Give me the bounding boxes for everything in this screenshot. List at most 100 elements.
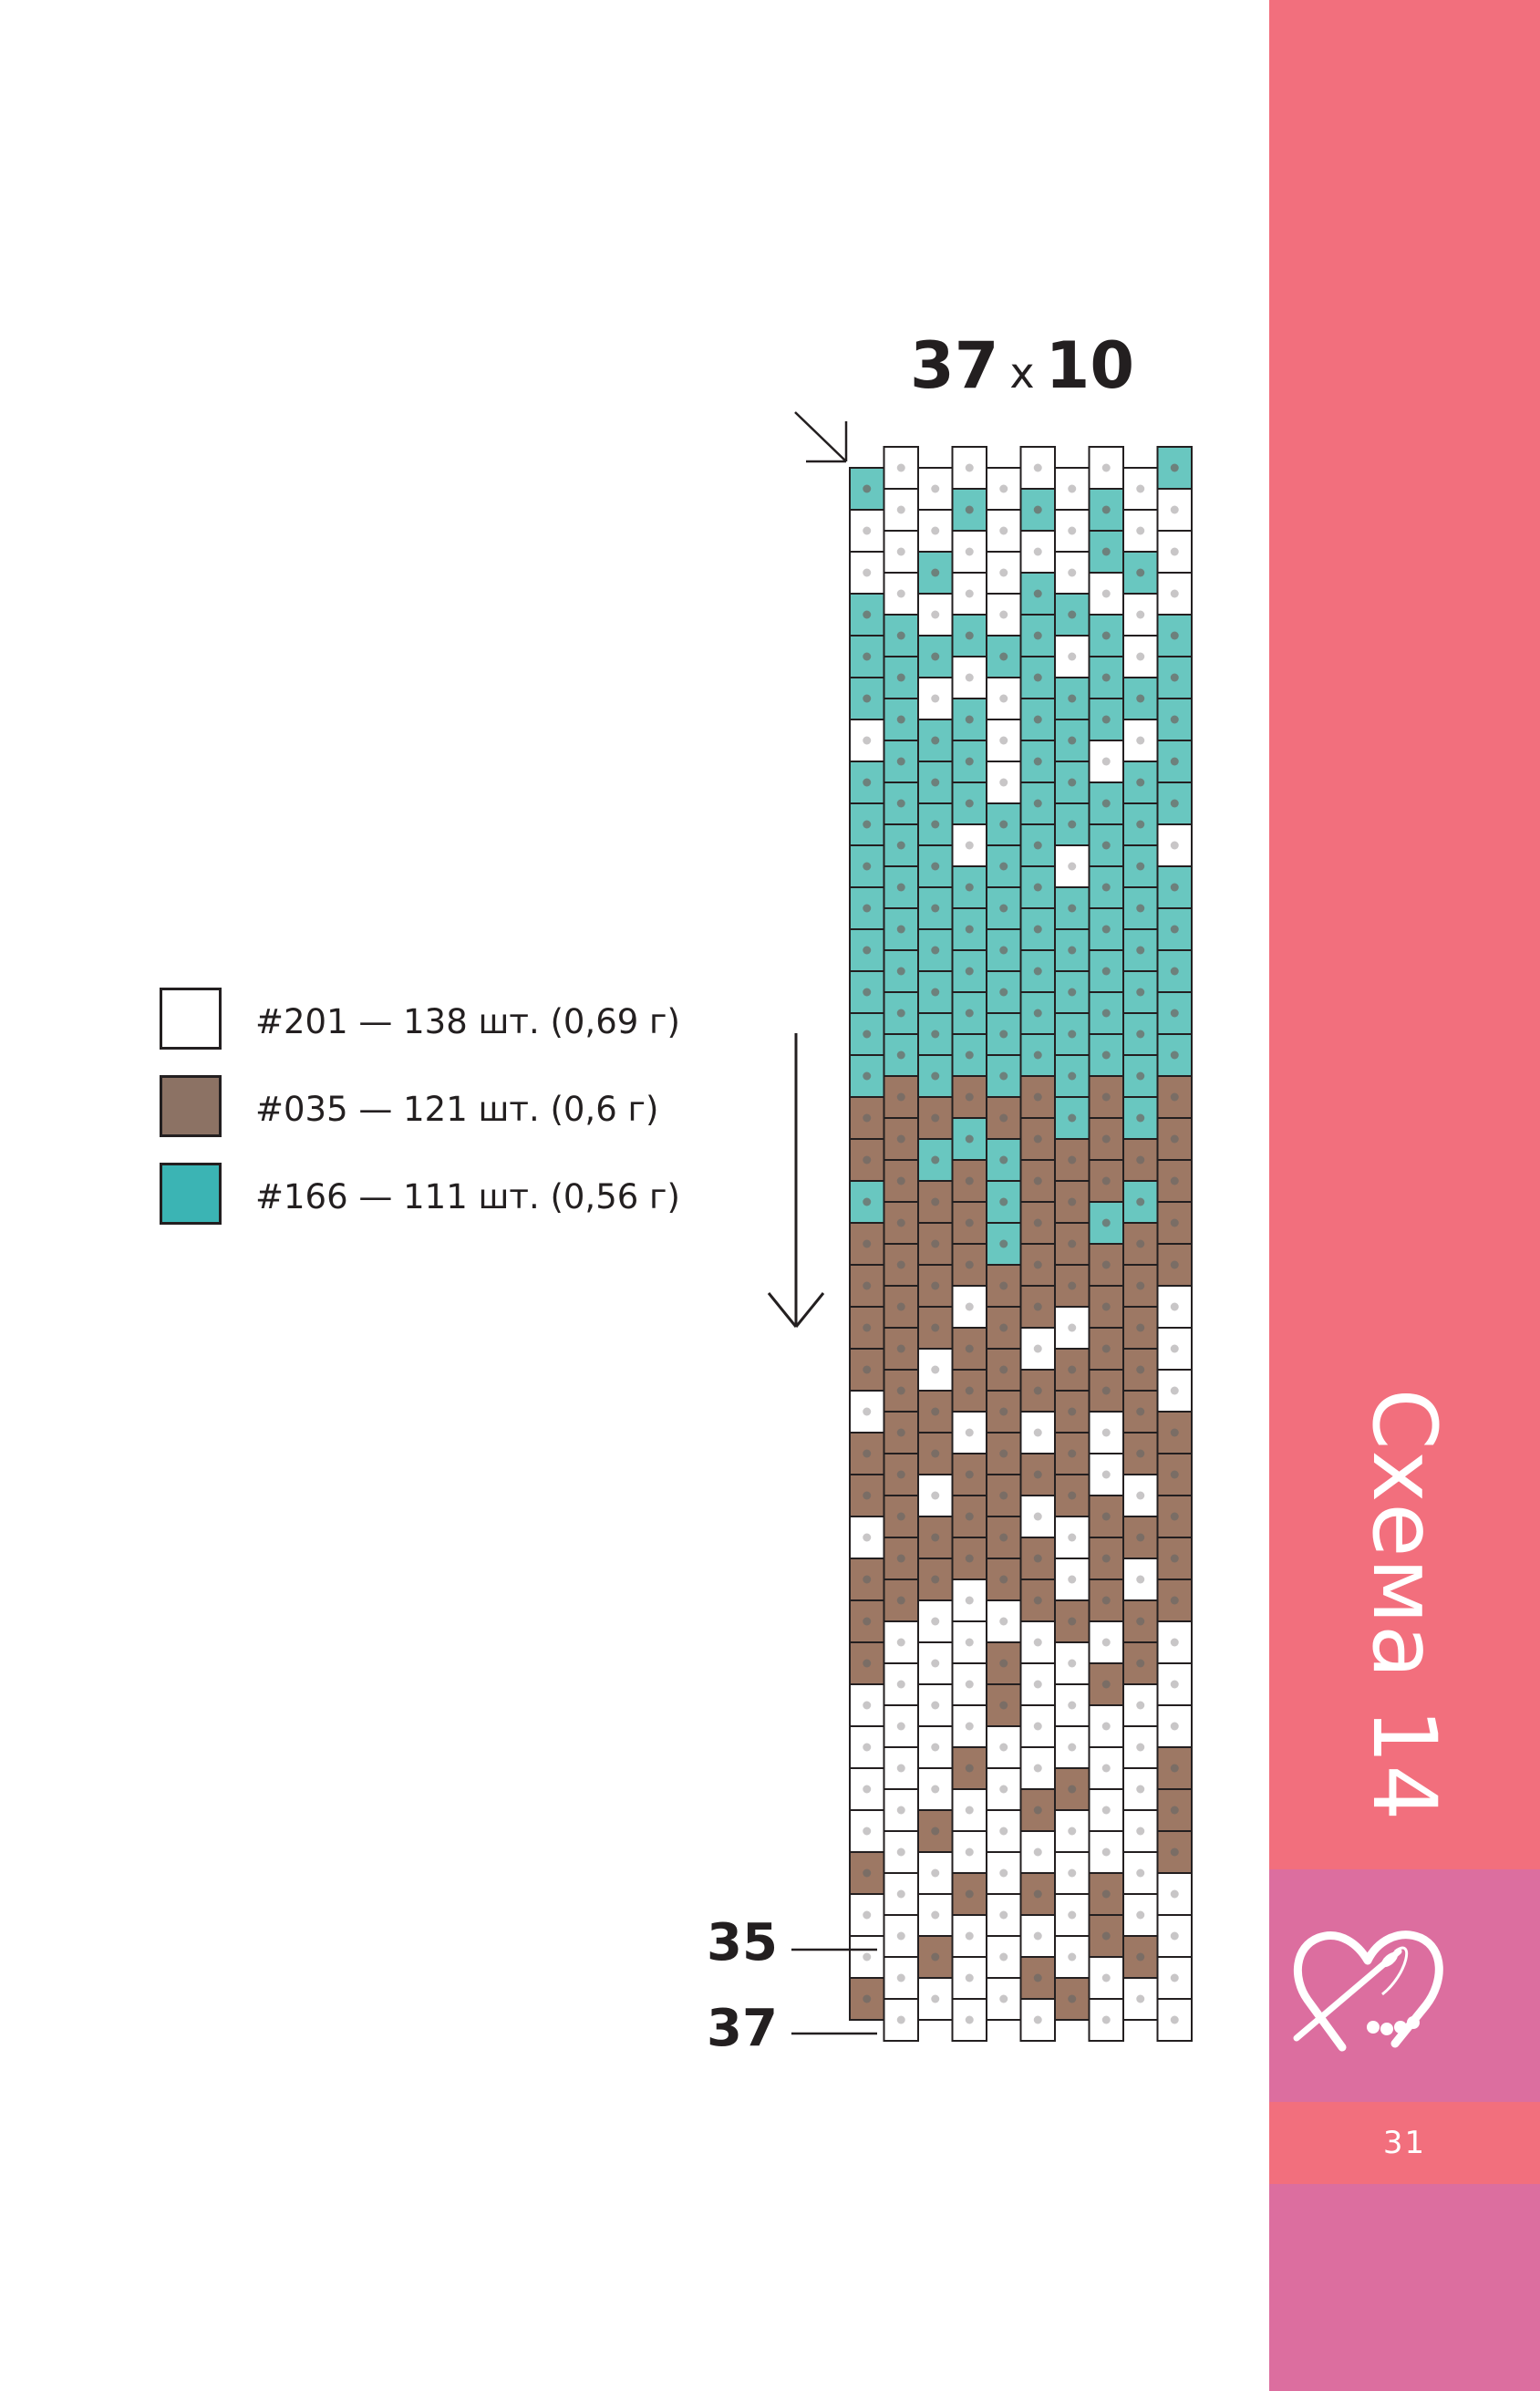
- bead-hole: [931, 1868, 940, 1878]
- bead-hole: [1068, 568, 1077, 577]
- bead-hole: [1136, 1323, 1145, 1332]
- bead-hole: [896, 589, 905, 598]
- bead-hole: [931, 1659, 940, 1668]
- bead-hole: [931, 1113, 940, 1123]
- bead-hole: [999, 1239, 1008, 1248]
- bead-hole: [1170, 1722, 1179, 1731]
- bead-hole: [1068, 1659, 1077, 1668]
- bead-hole: [1136, 1952, 1145, 1961]
- bead-hole: [1033, 631, 1042, 640]
- bead-hole: [965, 1806, 974, 1815]
- bead: [917, 1012, 954, 1056]
- bead-hole: [896, 1344, 905, 1353]
- bead: [951, 740, 987, 783]
- bead-hole: [1136, 820, 1145, 829]
- bead-hole: [1170, 1302, 1179, 1311]
- bead-hole: [1033, 1344, 1042, 1353]
- legend-text-035: #035 — 121 шт. (0,6 г): [255, 1090, 659, 1129]
- bead-hole: [1170, 463, 1179, 472]
- times-sign: x: [1009, 348, 1035, 398]
- bead-hole: [1033, 1848, 1042, 1857]
- bead-hole: [863, 1659, 872, 1668]
- bead-hole: [1101, 1764, 1111, 1773]
- bead-hole: [1033, 883, 1042, 892]
- bead-hole: [1170, 967, 1179, 976]
- bead-hole: [931, 1449, 940, 1458]
- bead-hole: [1101, 589, 1111, 598]
- bead-hole: [1136, 778, 1145, 787]
- bead-hole: [863, 1868, 872, 1878]
- bead-hole: [965, 1512, 974, 1521]
- bead-hole: [1101, 1931, 1111, 1941]
- bead-hole: [1101, 1176, 1111, 1185]
- bead-hole: [1033, 1722, 1042, 1731]
- bead-hole: [1136, 1785, 1145, 1794]
- bead-hole: [965, 1764, 974, 1773]
- bead-hole: [1033, 589, 1042, 598]
- bead-hole: [1170, 1680, 1179, 1689]
- bead-hole: [999, 988, 1008, 997]
- bead-hole: [1136, 1197, 1145, 1206]
- bead-hole: [896, 757, 905, 766]
- bead-hole: [965, 505, 974, 514]
- bead-hole: [1170, 1889, 1179, 1899]
- bead-hole: [965, 1889, 974, 1899]
- bead-hole: [999, 610, 1008, 619]
- bead-hole: [1136, 862, 1145, 871]
- bead-hole: [896, 1512, 905, 1521]
- bead-hole: [999, 1491, 1008, 1500]
- bead-hole: [1136, 1030, 1145, 1039]
- bead-hole: [1068, 1155, 1077, 1164]
- bead-hole: [1068, 1197, 1077, 1206]
- bead-hole: [1068, 1868, 1077, 1878]
- bead-hole: [1033, 673, 1042, 682]
- bead-hole: [1068, 1239, 1077, 1248]
- sidebar-band-page: [1269, 2102, 1540, 2184]
- bead-hole: [999, 526, 1008, 535]
- bead-hole: [896, 1176, 905, 1185]
- bead: [1156, 1537, 1193, 1580]
- bead: [1156, 572, 1193, 616]
- bead-hole: [1068, 1030, 1077, 1039]
- bead-hole: [1101, 547, 1111, 556]
- direction-arrow-head-b: [794, 1292, 825, 1328]
- bead-hole: [965, 1302, 974, 1311]
- bead-hole: [863, 1155, 872, 1164]
- bead-hole: [1033, 1512, 1042, 1521]
- bead-hole: [965, 1848, 974, 1857]
- bead-hole: [896, 841, 905, 850]
- bead-hole: [1136, 568, 1145, 577]
- bead-hole: [1033, 1889, 1042, 1899]
- bead-hole: [896, 1806, 905, 1815]
- bead-hole: [965, 1554, 974, 1563]
- bead-hole: [931, 1910, 940, 1920]
- bead: [1054, 970, 1090, 1014]
- scheme-title: Схема 14: [1353, 1388, 1455, 1822]
- bead-hole: [1136, 1365, 1145, 1374]
- bead-hole: [896, 505, 905, 514]
- bead-hole: [1068, 862, 1077, 871]
- bead-hole: [1170, 1764, 1179, 1773]
- bead-hole: [999, 1197, 1008, 1206]
- bead-hole: [896, 1092, 905, 1102]
- bead-hole: [965, 757, 974, 766]
- legend-text-166: #166 — 111 шт. (0,56 г): [255, 1177, 680, 1216]
- bead-hole: [863, 652, 872, 661]
- bead-hole: [863, 1281, 872, 1290]
- bead-hole: [931, 1407, 940, 1416]
- bead-hole: [863, 904, 872, 913]
- bead-hole: [863, 1239, 872, 1248]
- bead-hole: [1101, 1470, 1111, 1479]
- bead-hole: [1101, 1302, 1111, 1311]
- bead-hole: [896, 1386, 905, 1395]
- bead-hole: [999, 568, 1008, 577]
- width-label: 37: [910, 328, 999, 403]
- bead-hole: [931, 484, 940, 493]
- bead-hole: [965, 1596, 974, 1605]
- bead-hole: [931, 1239, 940, 1248]
- bead-hole: [1136, 736, 1145, 745]
- bead-hole: [999, 1533, 1008, 1542]
- bead-hole: [1170, 1092, 1179, 1102]
- bead: [986, 1348, 1022, 1392]
- bead-hole: [1068, 1281, 1077, 1290]
